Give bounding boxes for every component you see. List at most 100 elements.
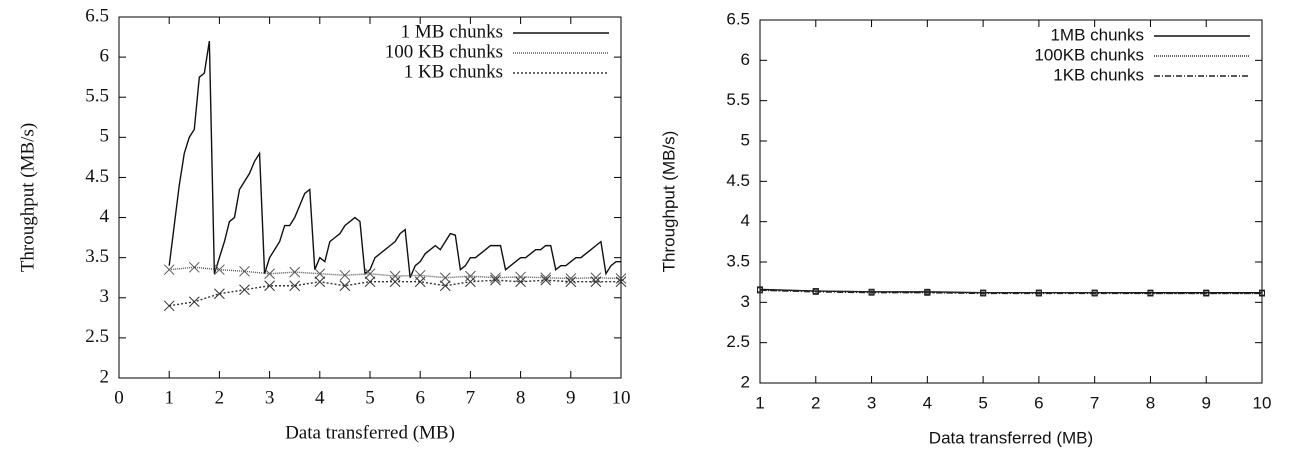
point-marker: [339, 280, 351, 292]
y-tick-label: 4: [741, 211, 750, 230]
plot-frame: [118, 16, 622, 379]
point-marker: [389, 270, 401, 282]
series-line: [168, 40, 621, 278]
x-tick-label: 5: [978, 393, 987, 412]
y-tick-label: 6.5: [85, 5, 109, 26]
x-tick-label: 2: [215, 387, 225, 408]
point-marker: [515, 271, 526, 283]
point-marker: [1035, 290, 1042, 297]
point-marker: [757, 287, 763, 294]
point-marker: [289, 266, 301, 278]
x-tick-label: 8: [516, 387, 526, 408]
x-tick-label: 3: [265, 387, 275, 408]
point-marker: [314, 268, 326, 280]
point-marker: [1091, 290, 1098, 297]
y-tick-label: 4.5: [726, 171, 750, 190]
point-marker: [264, 268, 275, 280]
point-marker: [490, 272, 501, 284]
x-tick-label: 9: [1201, 393, 1210, 412]
legend-label: 100 KB chunks: [385, 41, 503, 62]
point-marker: [163, 300, 175, 312]
series-line: [169, 266, 622, 280]
y-tick-label: 3: [741, 292, 750, 311]
x-tick-label: 4: [315, 387, 325, 408]
legend-label: 1 MB chunks: [401, 21, 503, 42]
y-axis-label: Throughput (MB/s): [659, 131, 678, 273]
point-marker: [1259, 290, 1265, 297]
point-marker: [980, 290, 987, 297]
y-tick-label: 6: [741, 50, 750, 69]
legend-label: 1MB chunks: [1050, 25, 1144, 44]
point-marker: [439, 272, 451, 284]
y-tick-label: 2: [741, 372, 750, 391]
y-tick-label: 5: [741, 130, 750, 149]
point-marker: [1203, 290, 1210, 297]
point-marker: [364, 268, 376, 280]
x-tick-label: 1: [755, 393, 764, 412]
y-tick-label: 3: [100, 286, 110, 307]
x-tick-label: 10: [1253, 393, 1272, 412]
point-marker: [289, 280, 301, 292]
point-marker: [239, 284, 250, 296]
point-marker: [924, 289, 931, 296]
x-tick-label: 1: [164, 387, 174, 408]
x-tick-label: 5: [365, 387, 375, 408]
y-tick-label: 5.5: [85, 86, 109, 107]
point-marker: [615, 276, 627, 288]
x-tick-label: 6: [1034, 393, 1043, 412]
x-axis-label: Data transferred (MB): [285, 422, 455, 443]
point-marker: [812, 288, 819, 295]
y-tick-label: 4: [100, 206, 110, 227]
point-marker: [465, 276, 476, 288]
point-marker: [540, 272, 552, 284]
x-axis-label: Data transferred (MB): [929, 428, 1093, 447]
y-tick-label: 6.5: [726, 9, 750, 28]
y-tick-label: 2: [100, 366, 110, 387]
point-marker: [868, 289, 875, 296]
legend-label: 100KB chunks: [1034, 45, 1144, 64]
x-tick-label: 3: [867, 393, 876, 412]
y-axis-label: Throughput (MB/s): [17, 123, 38, 272]
x-tick-label: 2: [811, 393, 820, 412]
plot-frame: [759, 19, 1263, 384]
point-marker: [214, 288, 225, 300]
x-tick-label: 10: [612, 387, 631, 408]
point-marker: [414, 276, 426, 288]
x-tick-label: 0: [114, 387, 124, 408]
x-tick-label: 6: [415, 387, 425, 408]
x-tick-label: 9: [566, 387, 576, 408]
y-tick-label: 3.5: [726, 251, 750, 270]
y-tick-label: 5: [100, 126, 110, 147]
series-line: [759, 288, 1262, 294]
x-tick-label: 4: [923, 393, 932, 412]
point-marker: [439, 280, 451, 292]
point-marker: [565, 276, 577, 288]
point-marker: [540, 274, 552, 286]
y-tick-label: 5.5: [726, 90, 750, 109]
point-marker: [490, 274, 501, 286]
y-tick-label: 3.5: [85, 246, 109, 267]
point-marker: [264, 280, 275, 292]
point-marker: [465, 270, 476, 282]
point-marker: [339, 269, 351, 281]
series-line: [169, 279, 621, 307]
y-tick-label: 2.5: [726, 332, 750, 351]
y-tick-label: 6: [100, 45, 110, 66]
y-tick-label: 4.5: [85, 166, 109, 187]
point-marker: [590, 272, 602, 284]
point-marker: [239, 265, 250, 277]
point-marker: [1147, 290, 1154, 297]
legend-label: 1KB chunks: [1053, 65, 1144, 84]
x-tick-label: 7: [1090, 393, 1099, 412]
point-marker: [188, 296, 200, 308]
x-tick-label: 7: [466, 387, 476, 408]
y-tick-label: 2.5: [85, 326, 109, 347]
point-marker: [314, 276, 326, 288]
point-marker: [214, 264, 225, 276]
point-marker: [590, 276, 602, 288]
point-marker: [389, 276, 401, 288]
point-marker: [163, 264, 175, 276]
point-marker: [364, 276, 376, 288]
